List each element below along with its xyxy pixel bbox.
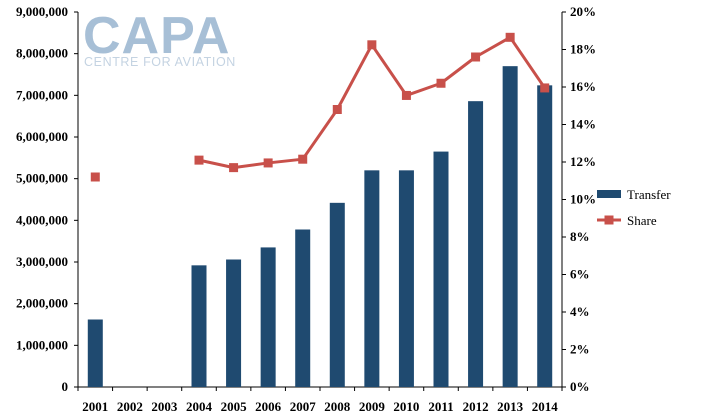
legend: Transfer Share xyxy=(597,187,671,228)
right-tick-label: 12% xyxy=(570,154,596,169)
left-tick-label: 1,000,000 xyxy=(16,337,68,352)
x-tick-label: 2003 xyxy=(151,399,178,414)
x-tick-label: 2007 xyxy=(290,399,317,414)
left-tick-label: 0 xyxy=(62,379,69,394)
left-tick-label: 4,000,000 xyxy=(16,212,68,227)
bar-transfer xyxy=(191,265,207,387)
left-tick-label: 5,000,000 xyxy=(16,171,68,186)
x-tick-label: 2012 xyxy=(463,399,489,414)
x-tick-label: 2009 xyxy=(359,399,386,414)
x-tick-label: 2001 xyxy=(82,399,108,414)
right-tick-label: 20% xyxy=(570,4,596,19)
right-tick-label: 0% xyxy=(570,379,590,394)
share-point xyxy=(436,78,446,88)
share-point xyxy=(401,90,411,100)
right-tick-label: 16% xyxy=(570,79,596,94)
x-tick-label: 2013 xyxy=(497,399,524,414)
bar-transfer xyxy=(295,229,311,387)
legend-swatch-share-marker xyxy=(604,215,614,225)
bar-transfer xyxy=(329,202,345,387)
x-tick-label: 2002 xyxy=(117,399,143,414)
left-tick-label: 6,000,000 xyxy=(16,129,68,144)
x-tick-label: 2005 xyxy=(221,399,248,414)
left-tick-label: 3,000,000 xyxy=(16,254,68,269)
x-tick-label: 2010 xyxy=(393,399,419,414)
bar-transfer xyxy=(502,66,518,388)
bar-transfer xyxy=(87,319,103,387)
share-line xyxy=(198,35,546,170)
left-tick-label: 8,000,000 xyxy=(16,46,68,61)
bar-transfer xyxy=(433,151,449,387)
share-point xyxy=(194,155,204,165)
right-tick-label: 18% xyxy=(570,42,596,57)
legend-swatch-transfer xyxy=(597,190,621,198)
right-tick-label: 8% xyxy=(570,229,590,244)
capa-logo: CAPA CENTRE FOR AVIATION xyxy=(83,7,236,69)
right-tick-label: 2% xyxy=(570,342,590,357)
left-tick-label: 2,000,000 xyxy=(16,296,68,311)
share-point xyxy=(229,163,239,173)
x-tick-label: 2008 xyxy=(324,399,351,414)
bar-series xyxy=(87,66,553,388)
x-tick-label: 2006 xyxy=(255,399,282,414)
x-tick-label: 2011 xyxy=(428,399,453,414)
share-point xyxy=(505,32,515,42)
logo-sub-text: CENTRE FOR AVIATION xyxy=(84,55,236,69)
share-point xyxy=(332,105,342,114)
bar-transfer xyxy=(537,85,553,387)
share-point xyxy=(263,158,273,168)
legend-label-share: Share xyxy=(627,213,657,228)
share-point xyxy=(367,40,377,50)
logo-main-text: CAPA xyxy=(83,7,230,65)
share-point xyxy=(90,172,100,182)
right-tick-label: 4% xyxy=(570,304,590,319)
x-tick-label: 2004 xyxy=(186,399,213,414)
left-tick-label: 9,000,000 xyxy=(16,4,68,19)
left-tick-label: 7,000,000 xyxy=(16,87,68,102)
share-point xyxy=(471,52,481,62)
right-tick-label: 14% xyxy=(570,117,596,132)
right-tick-label: 6% xyxy=(570,267,590,282)
share-point xyxy=(540,83,550,93)
line-series xyxy=(90,32,550,182)
bar-transfer xyxy=(260,247,276,387)
bar-transfer xyxy=(226,259,242,387)
legend-label-transfer: Transfer xyxy=(627,187,671,202)
axes: 0 1,000,000 2,000,000 3,000,000 4,000,000 5,0… xyxy=(16,4,596,414)
share-point xyxy=(298,154,308,164)
bar-transfer xyxy=(364,170,380,387)
bar-transfer xyxy=(398,170,414,387)
right-tick-label: 10% xyxy=(570,192,596,207)
bar-transfer xyxy=(468,101,484,388)
x-tick-label: 2014 xyxy=(532,399,559,414)
